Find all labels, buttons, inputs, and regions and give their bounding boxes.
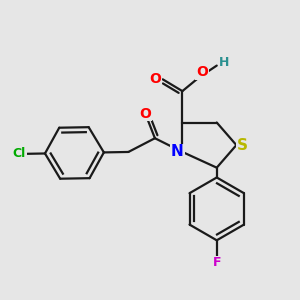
Text: Cl: Cl (13, 147, 26, 160)
Text: S: S (237, 138, 248, 153)
Text: H: H (218, 56, 229, 69)
Text: F: F (212, 256, 221, 269)
Text: N: N (171, 145, 184, 160)
Text: O: O (196, 65, 208, 80)
Text: O: O (139, 107, 151, 121)
Text: O: O (149, 72, 161, 86)
